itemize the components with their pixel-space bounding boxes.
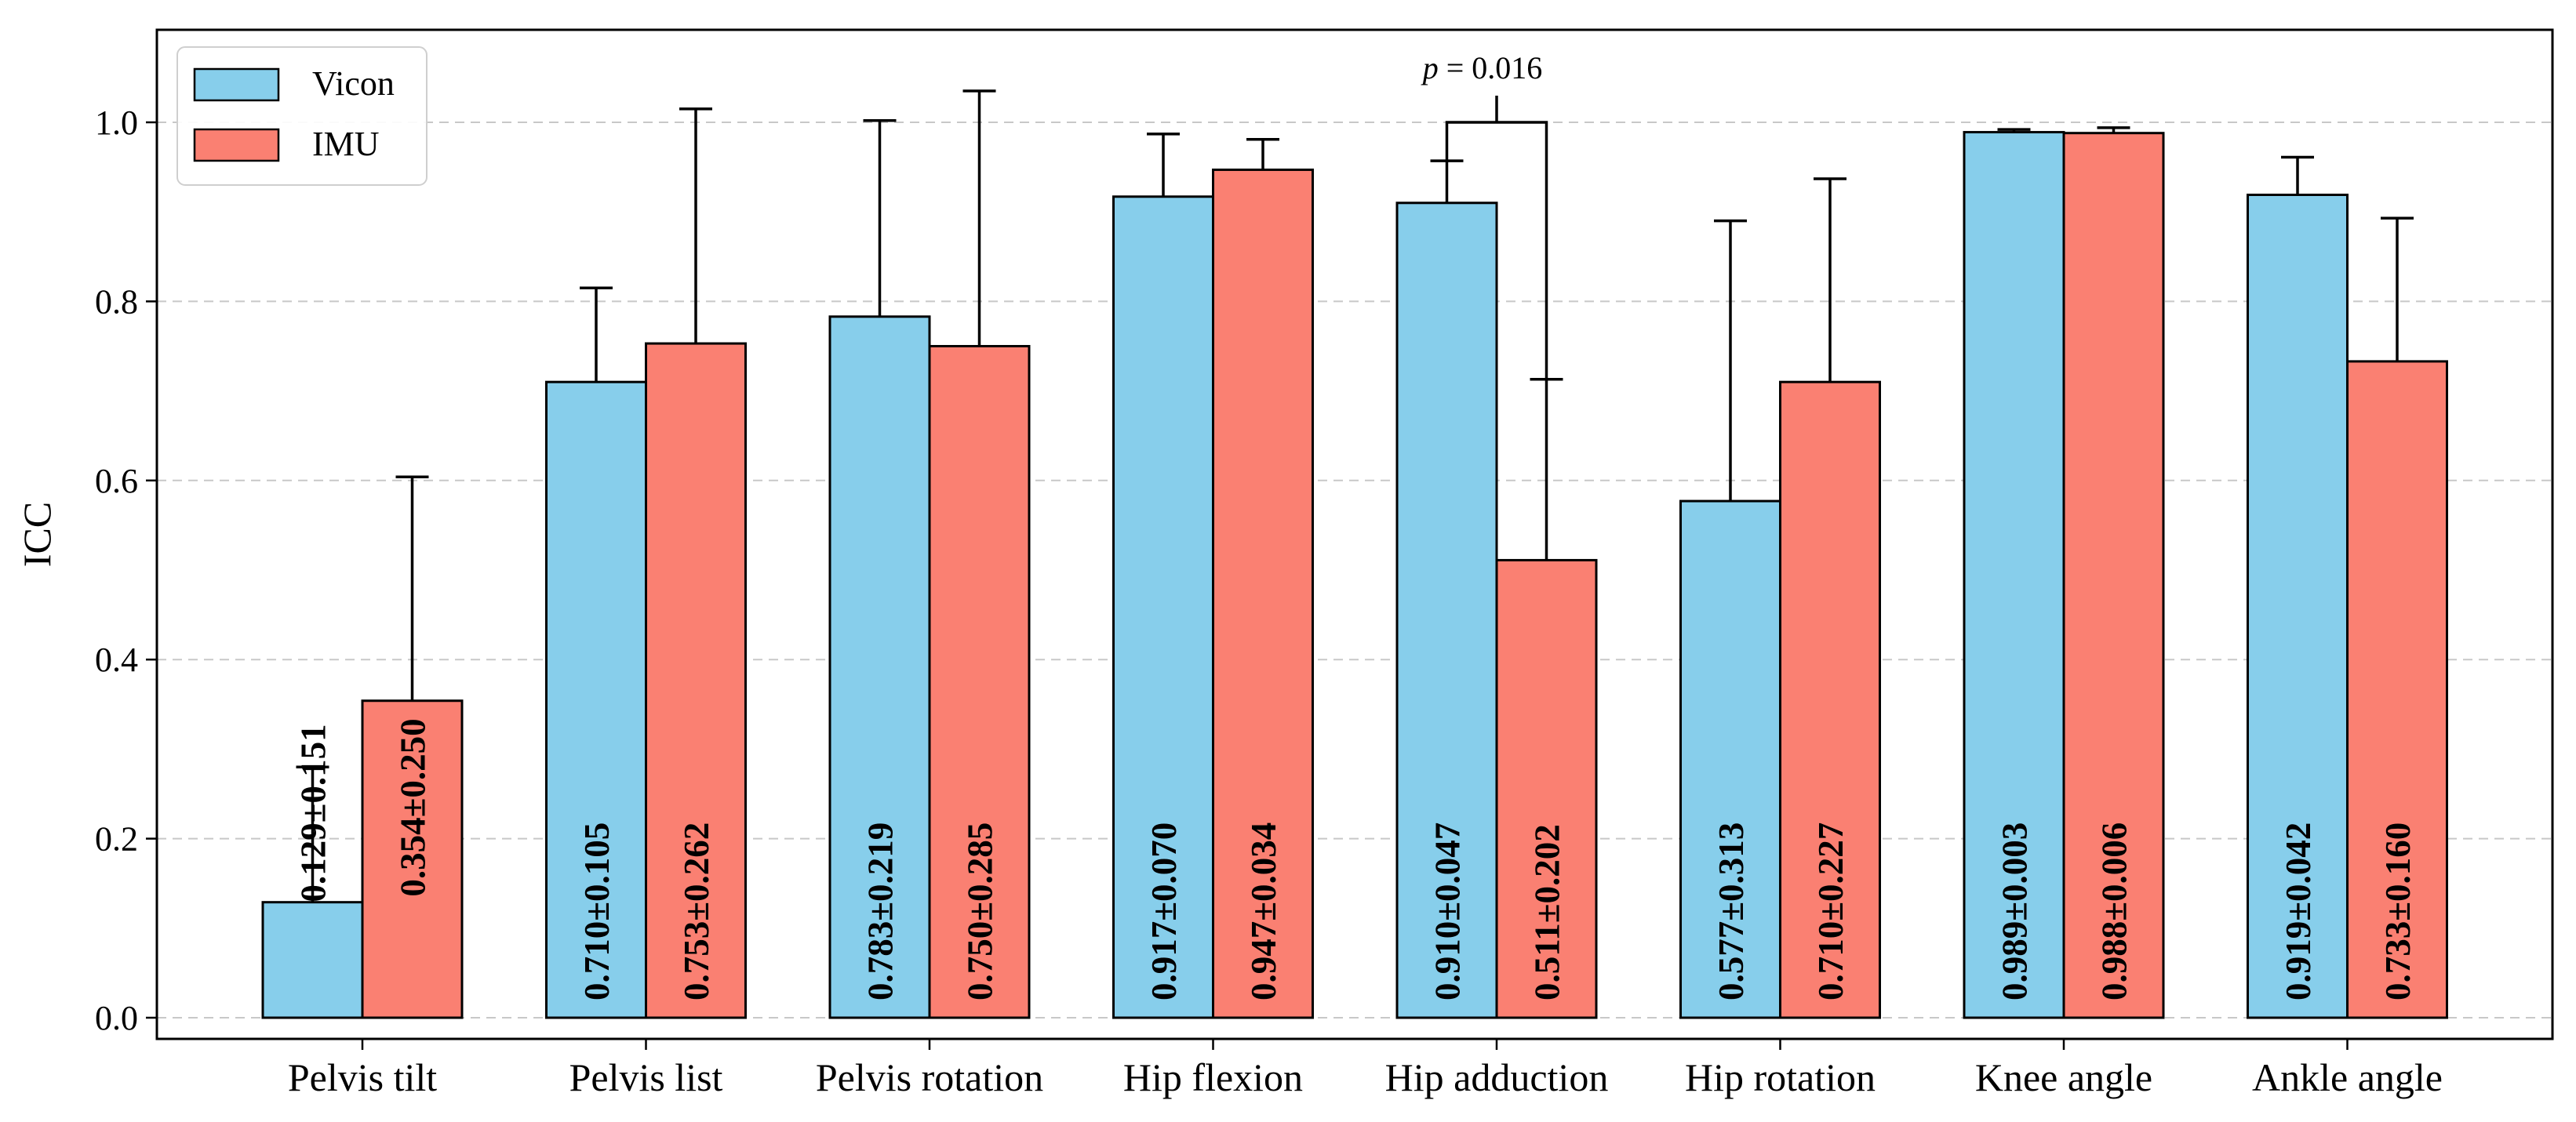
y-tick-label: 0.2	[95, 820, 138, 859]
y-tick-label: 0.0	[95, 999, 138, 1037]
y-tick-label: 0.6	[95, 462, 138, 500]
bar-value-label: 0.733±0.160	[2378, 822, 2418, 1000]
y-tick-label: 1.0	[95, 103, 138, 142]
significance-annotation: p = 0.016	[1421, 50, 1548, 379]
x-tick-label: Pelvis list	[569, 1055, 723, 1099]
bar-value-label: 0.710±0.105	[577, 822, 617, 1000]
x-tick-label: Pelvis rotation	[816, 1055, 1043, 1099]
bar-value-label: 0.753±0.262	[677, 822, 716, 1000]
bar-imu[interactable]	[928, 345, 1031, 1019]
bar-imu[interactable]	[1495, 558, 1598, 1019]
legend[interactable]: Vicon IMU	[176, 46, 428, 186]
x-tick-label: Hip adduction	[1385, 1055, 1609, 1099]
bar-value-labels: 0.129±0.151 0.710±0.105 0.783±0.219 0.917±0…	[294, 718, 2418, 1000]
axes: 0.0 0.2 0.4 0.6 0.8 1.0 ICC Pelvis tilt Pelvis l…	[15, 28, 2554, 1099]
bar-imu[interactable]	[361, 699, 464, 1019]
x-tick-label: Hip flexion	[1123, 1055, 1303, 1099]
bar-value-label: 0.750±0.285	[961, 822, 1000, 1000]
y-tick-label: 0.4	[95, 641, 138, 679]
bar-value-label: 0.129±0.151	[294, 724, 333, 902]
legend-label-imu: IMU	[312, 125, 380, 163]
x-tick-label: Knee angle	[1975, 1055, 2152, 1099]
bar-value-label: 0.988±0.006	[2095, 822, 2134, 1000]
legend-label-vicon: Vicon	[312, 64, 395, 103]
bar-value-label: 0.917±0.070	[1144, 822, 1184, 1000]
bar-vicon[interactable]	[2247, 194, 2349, 1019]
bar-vicon[interactable]	[261, 901, 364, 1019]
bar-imu[interactable]	[2062, 132, 2165, 1019]
bar-value-label: 0.919±0.042	[2279, 822, 2318, 1000]
bar-imu[interactable]	[2346, 360, 2448, 1019]
plot-frame	[155, 28, 2554, 1040]
bar-vicon[interactable]	[1395, 202, 1498, 1019]
bar-value-label: 0.947±0.034	[1244, 822, 1283, 1000]
x-tick-label: Ankle angle	[2252, 1055, 2443, 1099]
bar-value-label: 0.783±0.219	[861, 822, 901, 1000]
error-bars	[296, 89, 2414, 902]
x-tick-label: Pelvis tilt	[288, 1055, 437, 1099]
bar-value-label: 0.989±0.003	[1996, 822, 2035, 1000]
p-value-label: p = 0.016	[1421, 50, 1543, 85]
grid-lines	[157, 122, 2552, 1019]
bar-vicon[interactable]	[1679, 499, 1781, 1019]
legend-swatch-imu	[193, 128, 280, 162]
bar-vicon[interactable]	[1963, 131, 2065, 1019]
x-tick-label: Hip rotation	[1685, 1055, 1876, 1099]
bar-value-label: 0.710±0.227	[1811, 822, 1850, 1000]
bar-value-label: 0.910±0.047	[1428, 822, 1468, 1000]
bar-value-label: 0.511±0.202	[1528, 824, 1567, 1000]
bar-imu[interactable]	[1212, 169, 1314, 1019]
bar-value-label: 0.577±0.313	[1712, 822, 1751, 1000]
bar-value-label: 0.354±0.250	[394, 718, 433, 896]
y-axis-title: ICC	[15, 502, 59, 567]
legend-swatch-vicon	[193, 67, 280, 102]
bar-imu[interactable]	[645, 342, 747, 1019]
bar-imu[interactable]	[1779, 380, 1881, 1019]
y-tick-label: 0.8	[95, 282, 138, 321]
